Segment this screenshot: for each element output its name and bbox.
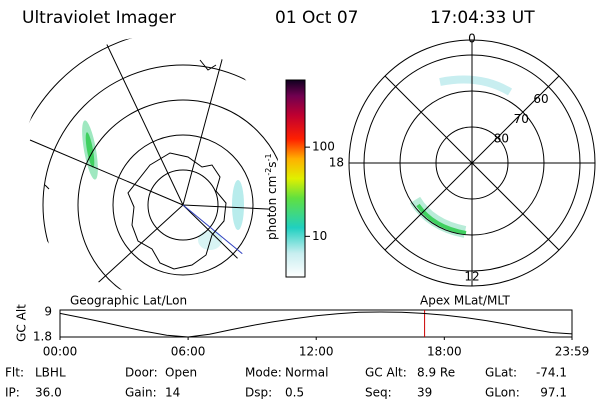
instrument: Ultraviolet Imager <box>22 8 176 28</box>
info-value: LBHL <box>35 366 66 380</box>
y-tick-label: 9 <box>44 305 52 319</box>
info-label: Door: <box>125 366 158 380</box>
x-tick-label: 23:59 <box>555 345 590 359</box>
alt-line <box>59 311 573 338</box>
x-tick-label: 06:00 <box>171 345 206 359</box>
y-tick-label: 1.8 <box>33 330 52 344</box>
mlat-label: 60 <box>533 92 548 106</box>
info-value: 39 <box>417 386 432 400</box>
mlat-ring <box>363 54 581 272</box>
mlat-label: 80 <box>494 132 509 146</box>
info-label: Mode: <box>245 366 282 380</box>
polar-map <box>348 39 596 287</box>
mlat-ring <box>399 90 545 236</box>
info-label: Dsp: <box>245 386 272 400</box>
colorbar-tick-label: 100 <box>312 140 335 154</box>
date: 01 Oct 07 <box>275 8 358 28</box>
info-value: Open <box>165 366 197 380</box>
mlt-label: 18 <box>329 156 344 170</box>
info-value: 14 <box>165 386 180 400</box>
mlt-label: 0 <box>468 32 476 46</box>
info-value: -74.1 <box>536 366 567 380</box>
x-tick-label: 12:00 <box>299 345 334 359</box>
info-value: Normal <box>285 366 328 380</box>
mlat-ring <box>435 126 509 200</box>
alt-plot-frame <box>59 309 573 338</box>
info-value: 0.5 <box>285 386 304 400</box>
mlat-label: 70 <box>514 112 529 126</box>
time: 17:04:33 UT <box>430 8 535 28</box>
info-label: GC Alt: <box>365 366 407 380</box>
colorbar-tick-label: 10 <box>312 229 327 243</box>
info-label: GLon: <box>485 386 520 400</box>
right-title: Apex MLat/MLT <box>420 294 510 308</box>
left-title: Geographic Lat/Lon <box>70 294 187 308</box>
info-label: GLat: <box>485 366 517 380</box>
x-tick-label: 00:00 <box>43 345 78 359</box>
info-value: 97.1 <box>540 386 567 400</box>
info-value: 36.0 <box>35 386 62 400</box>
x-tick-label: 18:00 <box>427 345 462 359</box>
colorbar-label: photon cm-2s-1 <box>264 153 279 240</box>
y-label: GC Alt <box>15 304 29 342</box>
info-label: Seq: <box>365 386 392 400</box>
geo-map <box>22 37 278 293</box>
mlt-label: 12 <box>464 270 479 284</box>
colorbar <box>285 79 306 278</box>
info-label: Gain: <box>125 386 157 400</box>
info-label: IP: <box>5 386 20 400</box>
info-value: 8.9 Re <box>417 366 455 380</box>
info-label: Flt: <box>5 366 24 380</box>
